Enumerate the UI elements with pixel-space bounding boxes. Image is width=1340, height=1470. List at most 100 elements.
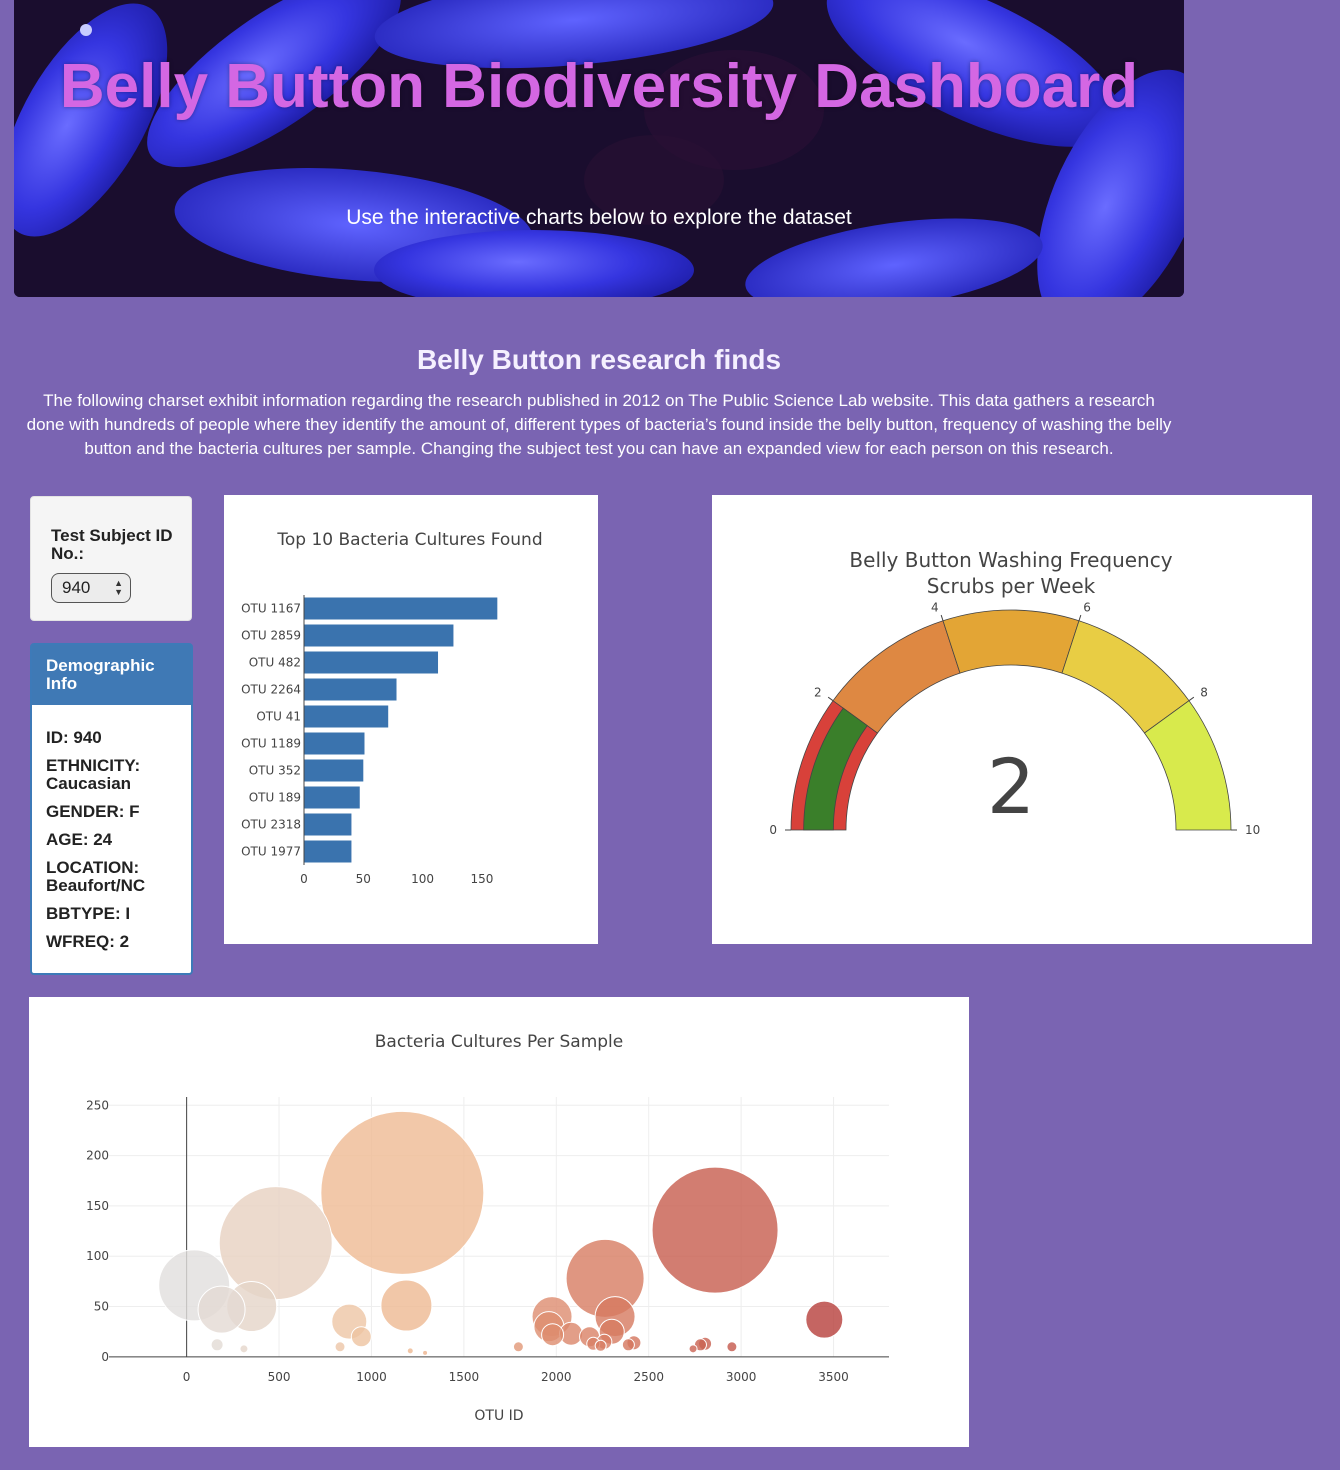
gauge-tick-label: 4 [931,600,939,614]
bubble-x-tick-label: 3000 [726,1370,757,1384]
bubble-otu-1189 [380,1279,433,1332]
gauge-tick-mark [827,696,834,702]
bubble-otu-1795 [512,1341,524,1353]
bubble-otu-310 [239,1344,249,1354]
bubble-otu-189 [197,1285,246,1334]
bubble-otu-2859 [651,1166,779,1294]
gauge-tick-mark [1188,696,1195,702]
demo-gender: GENDER: F [46,802,140,821]
gauge-title: Belly Button Washing Frequency [849,548,1172,572]
subject-selector-label: Test Subject ID No.: [51,526,173,563]
bubble-y-tick-label: 250 [86,1098,109,1112]
bar-chart-title: Top 10 Bacteria Cultures Found [276,530,542,550]
bar-otu-2264 [304,678,397,701]
bar-otu-189 [304,786,360,809]
gauge-tick-label: 6 [1083,600,1091,614]
gauge-tick-label: 0 [769,823,777,837]
gauge-tick-mark [1078,614,1082,621]
bar-category-label: OTU 2859 [241,629,301,643]
bar-category-label: OTU 2264 [241,683,301,697]
bubble-otu-945 [350,1326,372,1348]
bar-otu-1167 [304,597,498,620]
bar-category-label: OTU 482 [249,656,301,670]
bacteria-background-image [14,0,1184,297]
bar-x-tick-label: 0 [300,872,308,886]
bar-category-label: OTU 189 [249,791,301,805]
bubble-otu-2240 [594,1339,607,1352]
bar-category-label: OTU 1167 [241,602,301,616]
top10-bar-chart-card: Top 10 Bacteria Cultures Found OTU 1167 O… [224,495,598,944]
bubble-y-tick-label: 50 [94,1300,109,1314]
page-subtitle: Use the interactive charts below to expl… [346,206,852,229]
bubble-y-tick-label: 150 [86,1199,109,1213]
demo-wfreq: WFREQ: 2 [46,932,130,951]
bar-otu-2318 [304,813,352,836]
header-jumbotron: Belly Button Biodiversity Dashboard Use … [14,0,1184,297]
bubble-otu-2740 [688,1344,698,1354]
bar-x-tick-label: 100 [411,872,434,886]
gauge-tick-label: 2 [814,685,822,699]
bar-otu-41 [304,705,389,728]
demo-id: ID: 940 [46,728,102,747]
subject-selector-well: Test Subject ID No.: 940 ▲ ▼ [30,496,192,621]
demographic-info-panel: Demographic Info ID: 940 ETHNICITY: Cauc… [30,643,193,975]
bubble-otu-3450 [805,1300,844,1339]
bubble-otu-830 [334,1341,346,1353]
research-heading: Belly Button research finds [416,344,782,375]
demo-ethnicity: ETHNICITY: Caucasian [46,756,141,793]
bubble-x-tick-label: 3500 [818,1370,849,1384]
select-arrows-icon: ▲ ▼ [114,578,123,597]
gauge-step-2 [942,609,1080,674]
bubble-x-tick-label: 1500 [449,1370,480,1384]
top10-bar-chart: Top 10 Bacteria Cultures Found OTU 1167 O… [241,530,543,886]
bubble-x-tick-label: 1000 [356,1370,387,1384]
bar-x-tick-label: 150 [470,872,493,886]
bar-otu-1977 [304,840,352,863]
demographic-info-heading: Demographic Info [32,645,191,705]
demo-location: LOCATION: Beaufort/NC [46,858,146,895]
bar-category-label: OTU 2318 [241,818,301,832]
gauge-tick-mark [940,614,944,621]
bacteria-bubble-chart: Bacteria Cultures Per Sample 0 500 1000 150… [86,1032,889,1424]
bubble-x-tick-label: 500 [268,1370,291,1384]
bar-category-label: OTU 1189 [241,737,301,751]
demographic-info-body: ID: 940 ETHNICITY: Caucasian GENDER: F A… [32,705,191,951]
bar-otu-2859 [304,624,454,647]
subject-id-selected-value: 940 [62,578,91,597]
gauge-tick-label: 10 [1245,823,1260,837]
gauge-chart-card: Belly Button Washing Frequency Scrubs pe… [712,495,1312,944]
gauge-value-bar [803,707,868,831]
bubble-y-tick-label: 100 [86,1249,109,1263]
bar-otu-1189 [304,732,365,755]
bubble-x-tick-label: 2000 [541,1370,572,1384]
bubble-y-tick-label: 200 [86,1149,109,1163]
bar-category-label: OTU 1977 [241,845,301,859]
bubble-otu-1980 [541,1323,565,1347]
bubble-otu-482 [218,1186,333,1301]
subject-id-select[interactable]: 940 ▲ ▼ [51,573,131,603]
bar-x-tick-label: 50 [356,872,371,886]
bubble-x-axis-label: OTU ID [474,1408,523,1424]
gauge-subtitle: Scrubs per Week [927,574,1096,598]
gauge-tick-label: 8 [1200,685,1208,699]
bar-category-label: OTU 41 [256,710,301,724]
demo-bbtype: BBTYPE: I [46,904,131,923]
page-title: Belly Button Biodiversity Dashboard [59,52,1139,121]
bar-otu-482 [304,651,439,674]
bar-otu-352 [304,759,364,782]
demo-age: AGE: 24 [46,830,113,849]
bubble-otu-1290 [422,1349,429,1356]
bubble-x-tick-label: 0 [183,1370,191,1384]
bubble-x-tick-label: 2500 [633,1370,664,1384]
bar-category-label: OTU 352 [249,764,301,778]
washing-frequency-gauge: Belly Button Washing Frequency Scrubs pe… [769,548,1260,837]
bubble-chart-card: Bacteria Cultures Per Sample 0 500 1000 150… [29,997,969,1447]
research-description: The following charset exhibit informatio… [26,391,1172,458]
bubble-y-tick-label: 0 [101,1350,109,1364]
bubble-otu-2950 [726,1341,738,1353]
bubble-otu-165 [210,1338,224,1352]
bubble-chart-title: Bacteria Cultures Per Sample [375,1032,623,1052]
bubble-otu-1210 [406,1347,414,1355]
bubble-otu-1167 [320,1110,485,1275]
bubble-otu-2390 [621,1338,635,1352]
